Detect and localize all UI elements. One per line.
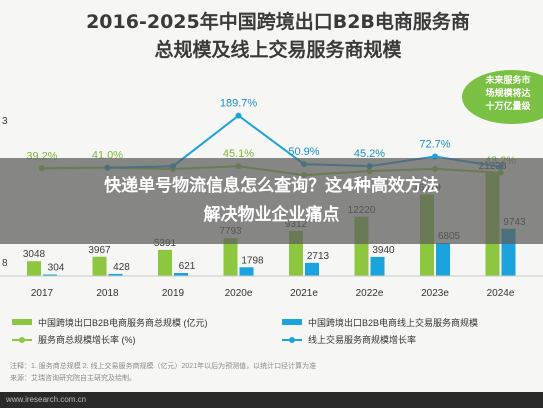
bar-online-label: 621 xyxy=(179,261,196,272)
bar-online xyxy=(43,274,57,276)
growth-online-label: 45.2% xyxy=(354,148,385,160)
bar-online-label: 3940 xyxy=(372,245,395,256)
bar-online-label: 1798 xyxy=(241,255,264,266)
x-tick-label: 2019 xyxy=(162,288,185,299)
banner-line-2: 解决物业企业痛点 xyxy=(203,205,340,225)
legend-swatch-online xyxy=(282,319,302,325)
x-tick-label: 2023e xyxy=(421,288,449,299)
x-tick-label: 2022e xyxy=(356,288,384,299)
x-tick-label: 2021e xyxy=(290,288,318,299)
left-edge-label: 3 xyxy=(2,116,8,127)
growth-total-label: 45.1% xyxy=(223,148,254,160)
banner-line-1: 快递单号物流信息怎么查询？这4种高效方法 xyxy=(104,176,439,196)
growth-online-point xyxy=(235,112,242,119)
bar-online xyxy=(436,243,450,276)
legend-label-growth-total: 服务商总规模增长率 (%) xyxy=(38,334,136,345)
footnote-line-2: 来源：艾瑞咨询研究院自主研究及绘制。 xyxy=(10,373,136,382)
bar-total-label: 3967 xyxy=(88,245,111,256)
legend-item-total: 中国跨境出口B2B电商服务商总规模 (亿元) xyxy=(12,317,208,328)
x-tick-label: 2024e xyxy=(487,288,515,299)
callout-line-1: 未来服务市 xyxy=(484,74,530,86)
legend-label-growth-online: 线上交易服务商规模增长率 xyxy=(308,334,416,345)
chart-title: 2016-2025年中国跨境出口B2B电商服务商 xyxy=(86,10,470,33)
x-tick-label: 2020e xyxy=(225,288,253,299)
legend-item-growth-total: 服务商总规模增长率 (%) xyxy=(12,334,136,345)
growth-online-label: 50.9% xyxy=(288,146,319,158)
x-axis-ticks: 2017 2018 2019 2020e 2021e 2022e 2023e 2024e xyxy=(31,288,515,299)
legend-item-online: 中国跨境出口B2B电商线上交易服务商规模 xyxy=(282,317,478,328)
bar-total xyxy=(92,256,107,276)
legend-marker-growth-total xyxy=(19,337,25,343)
bar-total xyxy=(158,249,172,276)
growth-online-label: 189.7% xyxy=(220,98,258,110)
x-tick-label: 2018 xyxy=(96,288,119,299)
credit-bar: www.iresearch.com.cn xyxy=(0,392,543,408)
callout-line-3: 十万亿量级 xyxy=(485,100,531,112)
bar-online-label: 428 xyxy=(113,262,130,273)
legend-label-online: 中国跨境出口B2B电商线上交易服务商规模 xyxy=(308,317,478,328)
bar-online xyxy=(239,267,254,276)
chart-subtitle: 总规模及线上交易服务商规模 xyxy=(154,38,402,61)
overlay-banner[interactable]: 快递单号物流信息怎么查询？这4种高效方法 解决物业企业痛点 xyxy=(0,158,543,244)
bar-total-label: 3048 xyxy=(23,249,46,260)
bar-online xyxy=(108,273,123,276)
legend-swatch-total xyxy=(12,319,32,325)
growth-online-label: 72.7% xyxy=(419,139,450,151)
x-tick-label: 2017 xyxy=(31,288,54,299)
callout-line-2: 场规模将达 xyxy=(485,87,530,99)
legend-label-total: 中国跨境出口B2B电商服务商总规模 (亿元) xyxy=(38,317,208,328)
bar-total xyxy=(223,238,238,276)
bar-total xyxy=(27,261,41,276)
bar-online-label: 304 xyxy=(48,263,65,274)
bar-online-label: 2713 xyxy=(307,251,330,262)
bar-online xyxy=(305,262,319,276)
legend-marker-growth-online xyxy=(289,337,295,343)
footnote-line-1: 注释：1. 服务商总规模 2. 线上交易服务商规模（亿元）2021年以后为预测值… xyxy=(10,361,316,370)
bar-online xyxy=(370,256,385,276)
left-edge-label: 8 xyxy=(2,258,8,269)
legend-item-growth-online: 线上交易服务商规模增长率 xyxy=(282,334,416,345)
future-callout: 未来服务市 场规模将达 十万亿量级 xyxy=(462,70,543,124)
bar-online xyxy=(174,272,188,276)
legend: 中国跨境出口B2B电商服务商总规模 (亿元) 中国跨境出口B2B电商线上交易服务… xyxy=(12,317,478,345)
